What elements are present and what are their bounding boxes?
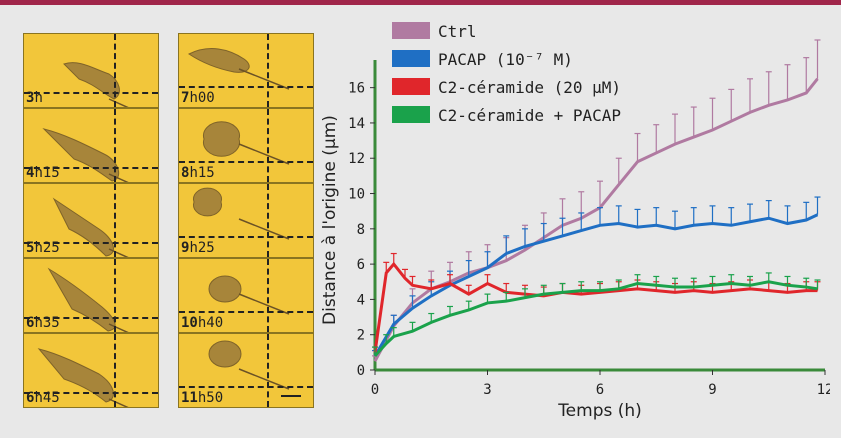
y-tick-label: 4: [357, 292, 365, 308]
dashed-guide-vertical: [114, 184, 116, 257]
cell-image: [63, 62, 129, 107]
time-label: 6h35: [26, 315, 60, 331]
legend-label: C2-céramide (20 µM): [438, 78, 621, 97]
timelapse-frame: 3h: [23, 33, 159, 108]
x-tick-label: 0: [371, 382, 379, 398]
legend-label: PACAP (10⁻⁷ M): [438, 50, 573, 69]
series-line: [373, 280, 818, 357]
timelapse-frame: 7h00: [178, 33, 314, 108]
time-label: 9h25: [181, 240, 215, 256]
time-label: 10h40: [181, 315, 224, 331]
dashed-guide-horizontal: [24, 392, 158, 394]
legend-label: Ctrl: [438, 22, 477, 41]
timelapse-frame: 6h45: [23, 333, 159, 408]
dashed-guide-horizontal: [179, 86, 313, 88]
cell-image: [208, 275, 290, 315]
timelapse-frame: 10h40: [178, 258, 314, 333]
dashed-guide-vertical: [267, 34, 269, 107]
x-axis-label: Temps (h): [557, 401, 642, 421]
timelapse-frame: 4h15: [23, 108, 159, 183]
cell-image: [193, 187, 290, 240]
legend-swatch: [392, 106, 430, 123]
timelapse-frame: 5h25: [23, 183, 159, 258]
x-tick-label: 3: [483, 382, 491, 398]
timelapse-panels: 3h 4h15 5h25 6h35 6h45 7h00 8h15 9h25 10h40 11h5…: [23, 33, 315, 413]
series-line: [373, 261, 818, 353]
y-tick-label: 6: [357, 257, 365, 273]
header-accent-bar: [0, 0, 841, 5]
timelapse-frame: 8h15: [178, 108, 314, 183]
time-label: 7h00: [181, 90, 215, 106]
dashed-guide-horizontal: [24, 317, 158, 319]
distance-chart: 0 3 6 9 12 0 2 4 6 8 10 12 14 16 Temps (h) Distance à l…: [320, 22, 830, 421]
dashed-guide-vertical: [114, 334, 116, 407]
time-label: 6h45: [26, 390, 60, 406]
y-axis-label: Distance à l'origine (µm): [320, 115, 340, 325]
series-line: [373, 213, 819, 357]
dashed-guide-vertical: [267, 184, 269, 257]
dashed-guide-vertical: [267, 259, 269, 332]
legend-swatch: [392, 78, 430, 95]
dashed-guide-horizontal: [179, 311, 313, 313]
timelapse-frame: 6h35: [23, 258, 159, 333]
series-group: [372, 196, 821, 357]
time-label: 8h15: [181, 165, 215, 181]
time-label: 4h15: [26, 165, 60, 181]
y-tick-label: 12: [348, 151, 365, 167]
dashed-guide-vertical: [114, 34, 116, 107]
timelapse-frame: 9h25: [178, 183, 314, 258]
dashed-guide-horizontal: [24, 242, 158, 244]
dashed-guide-vertical: [267, 334, 269, 407]
dashed-guide-vertical: [114, 259, 116, 332]
series-group: [372, 252, 821, 353]
time-label: 5h25: [26, 240, 60, 256]
y-tick-label: 0: [357, 363, 365, 379]
series-group: [372, 272, 821, 357]
y-tick-label: 10: [348, 187, 365, 203]
legend-swatch: [392, 22, 430, 39]
cell-image: [188, 48, 290, 90]
dashed-guide-horizontal: [24, 167, 158, 169]
legend-label: C2-céramide + PACAP: [438, 106, 621, 125]
cell-image: [208, 340, 290, 390]
x-tick-label: 9: [708, 382, 716, 398]
dashed-guide-horizontal: [179, 161, 313, 163]
x-tick-label: 6: [596, 382, 604, 398]
y-tick-label: 8: [357, 222, 365, 238]
dashed-guide-vertical: [267, 109, 269, 182]
cell-image: [37, 348, 129, 407]
cell-image: [203, 121, 290, 165]
dashed-guide-horizontal: [24, 92, 158, 94]
dashed-guide-vertical: [114, 109, 116, 182]
cell-image: [52, 197, 129, 257]
y-tick-label: 16: [348, 81, 365, 97]
dashed-guide-horizontal: [179, 386, 313, 388]
time-label: 3h: [26, 90, 43, 106]
dashed-guide-horizontal: [179, 236, 313, 238]
y-tick-label: 2: [357, 328, 365, 344]
timelapse-frame: 11h50: [178, 333, 314, 408]
time-label: 11h50: [181, 390, 224, 406]
scale-bar: [281, 395, 301, 397]
x-tick-label: 12: [817, 382, 830, 398]
y-tick-label: 14: [348, 116, 365, 132]
legend-swatch: [392, 50, 430, 67]
